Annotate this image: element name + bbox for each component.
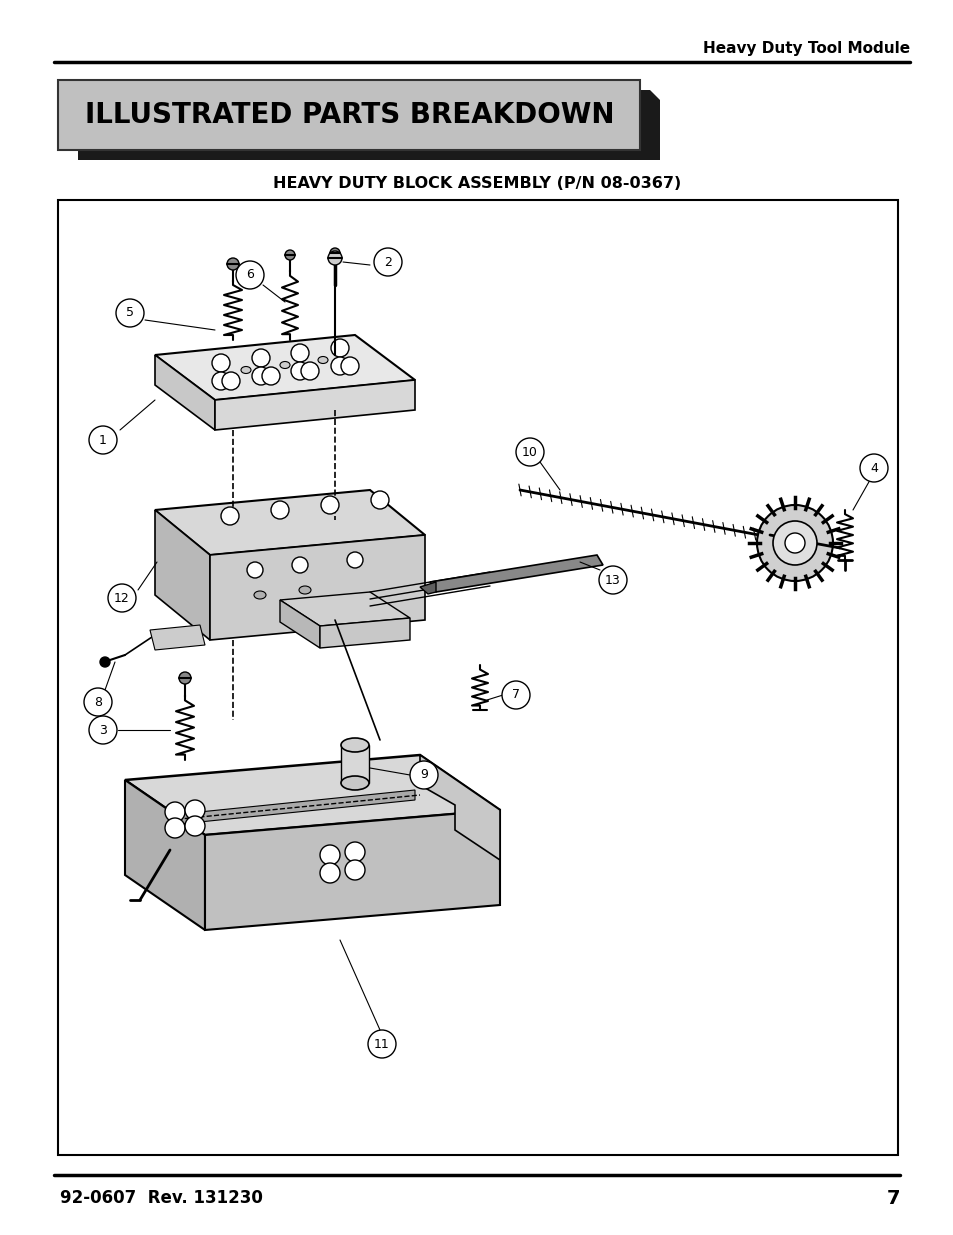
Circle shape bbox=[331, 338, 349, 357]
Circle shape bbox=[221, 508, 239, 525]
Text: 6: 6 bbox=[246, 268, 253, 282]
Circle shape bbox=[227, 258, 239, 270]
Circle shape bbox=[185, 816, 205, 836]
Circle shape bbox=[212, 372, 230, 390]
Polygon shape bbox=[150, 625, 205, 650]
Text: 4: 4 bbox=[869, 462, 877, 474]
Text: 7: 7 bbox=[885, 1188, 899, 1208]
Polygon shape bbox=[125, 755, 499, 835]
Circle shape bbox=[291, 345, 309, 362]
Circle shape bbox=[271, 501, 289, 519]
Polygon shape bbox=[170, 790, 415, 825]
Polygon shape bbox=[419, 582, 436, 594]
Ellipse shape bbox=[280, 362, 290, 368]
Circle shape bbox=[772, 521, 816, 564]
Circle shape bbox=[859, 454, 887, 482]
Circle shape bbox=[301, 362, 318, 380]
Text: Heavy Duty Tool Module: Heavy Duty Tool Module bbox=[702, 41, 909, 56]
Circle shape bbox=[598, 566, 626, 594]
Circle shape bbox=[410, 761, 437, 789]
Circle shape bbox=[319, 845, 339, 864]
Polygon shape bbox=[154, 335, 415, 400]
Polygon shape bbox=[205, 810, 499, 930]
Circle shape bbox=[165, 802, 185, 823]
Circle shape bbox=[347, 552, 363, 568]
Text: 7: 7 bbox=[512, 688, 519, 701]
Polygon shape bbox=[319, 618, 410, 648]
Circle shape bbox=[165, 818, 185, 839]
Text: 12: 12 bbox=[114, 592, 130, 604]
Circle shape bbox=[340, 357, 358, 375]
Circle shape bbox=[330, 248, 339, 258]
Circle shape bbox=[100, 657, 110, 667]
Circle shape bbox=[501, 680, 530, 709]
Circle shape bbox=[328, 251, 341, 266]
Polygon shape bbox=[280, 592, 410, 626]
Circle shape bbox=[222, 372, 240, 390]
Polygon shape bbox=[210, 535, 424, 640]
Circle shape bbox=[179, 672, 191, 684]
Circle shape bbox=[252, 367, 270, 385]
Circle shape bbox=[89, 426, 117, 454]
Circle shape bbox=[89, 716, 117, 743]
Text: ILLUSTRATED PARTS BREAKDOWN: ILLUSTRATED PARTS BREAKDOWN bbox=[85, 101, 614, 128]
Text: 13: 13 bbox=[604, 573, 620, 587]
Circle shape bbox=[212, 354, 230, 372]
Text: 3: 3 bbox=[99, 724, 107, 736]
Polygon shape bbox=[214, 380, 415, 430]
Circle shape bbox=[84, 688, 112, 716]
Text: 2: 2 bbox=[384, 256, 392, 268]
Polygon shape bbox=[58, 200, 897, 1155]
Text: 92-0607  Rev. 131230: 92-0607 Rev. 131230 bbox=[60, 1189, 263, 1207]
Text: 5: 5 bbox=[126, 306, 133, 320]
Ellipse shape bbox=[340, 776, 369, 790]
Circle shape bbox=[371, 492, 389, 509]
Circle shape bbox=[368, 1030, 395, 1058]
Text: 9: 9 bbox=[419, 768, 428, 782]
Text: 8: 8 bbox=[94, 695, 102, 709]
Polygon shape bbox=[430, 555, 602, 592]
Circle shape bbox=[116, 299, 144, 327]
Circle shape bbox=[262, 367, 280, 385]
Circle shape bbox=[320, 496, 338, 514]
Polygon shape bbox=[125, 781, 205, 930]
Text: 11: 11 bbox=[374, 1037, 390, 1051]
Circle shape bbox=[185, 800, 205, 820]
Polygon shape bbox=[419, 755, 499, 860]
Circle shape bbox=[291, 362, 309, 380]
Circle shape bbox=[252, 350, 270, 367]
Ellipse shape bbox=[253, 592, 266, 599]
Text: 1: 1 bbox=[99, 433, 107, 447]
Circle shape bbox=[374, 248, 401, 275]
Polygon shape bbox=[58, 80, 639, 149]
Circle shape bbox=[345, 860, 365, 881]
Ellipse shape bbox=[317, 357, 328, 363]
Ellipse shape bbox=[340, 739, 369, 752]
Polygon shape bbox=[280, 600, 319, 648]
Circle shape bbox=[108, 584, 136, 613]
Polygon shape bbox=[340, 745, 369, 783]
Circle shape bbox=[292, 557, 308, 573]
Circle shape bbox=[285, 249, 294, 261]
Circle shape bbox=[784, 534, 804, 553]
Circle shape bbox=[235, 261, 264, 289]
Text: HEAVY DUTY BLOCK ASSEMBLY (P/N 08-0367): HEAVY DUTY BLOCK ASSEMBLY (P/N 08-0367) bbox=[273, 175, 680, 190]
Circle shape bbox=[247, 562, 263, 578]
Circle shape bbox=[757, 505, 832, 580]
Ellipse shape bbox=[241, 367, 251, 373]
Polygon shape bbox=[154, 354, 214, 430]
Circle shape bbox=[345, 842, 365, 862]
Polygon shape bbox=[154, 510, 210, 640]
Circle shape bbox=[516, 438, 543, 466]
Text: 10: 10 bbox=[521, 446, 537, 458]
Circle shape bbox=[319, 863, 339, 883]
Polygon shape bbox=[78, 90, 659, 161]
Circle shape bbox=[331, 357, 349, 375]
Polygon shape bbox=[154, 490, 424, 555]
Ellipse shape bbox=[298, 585, 311, 594]
